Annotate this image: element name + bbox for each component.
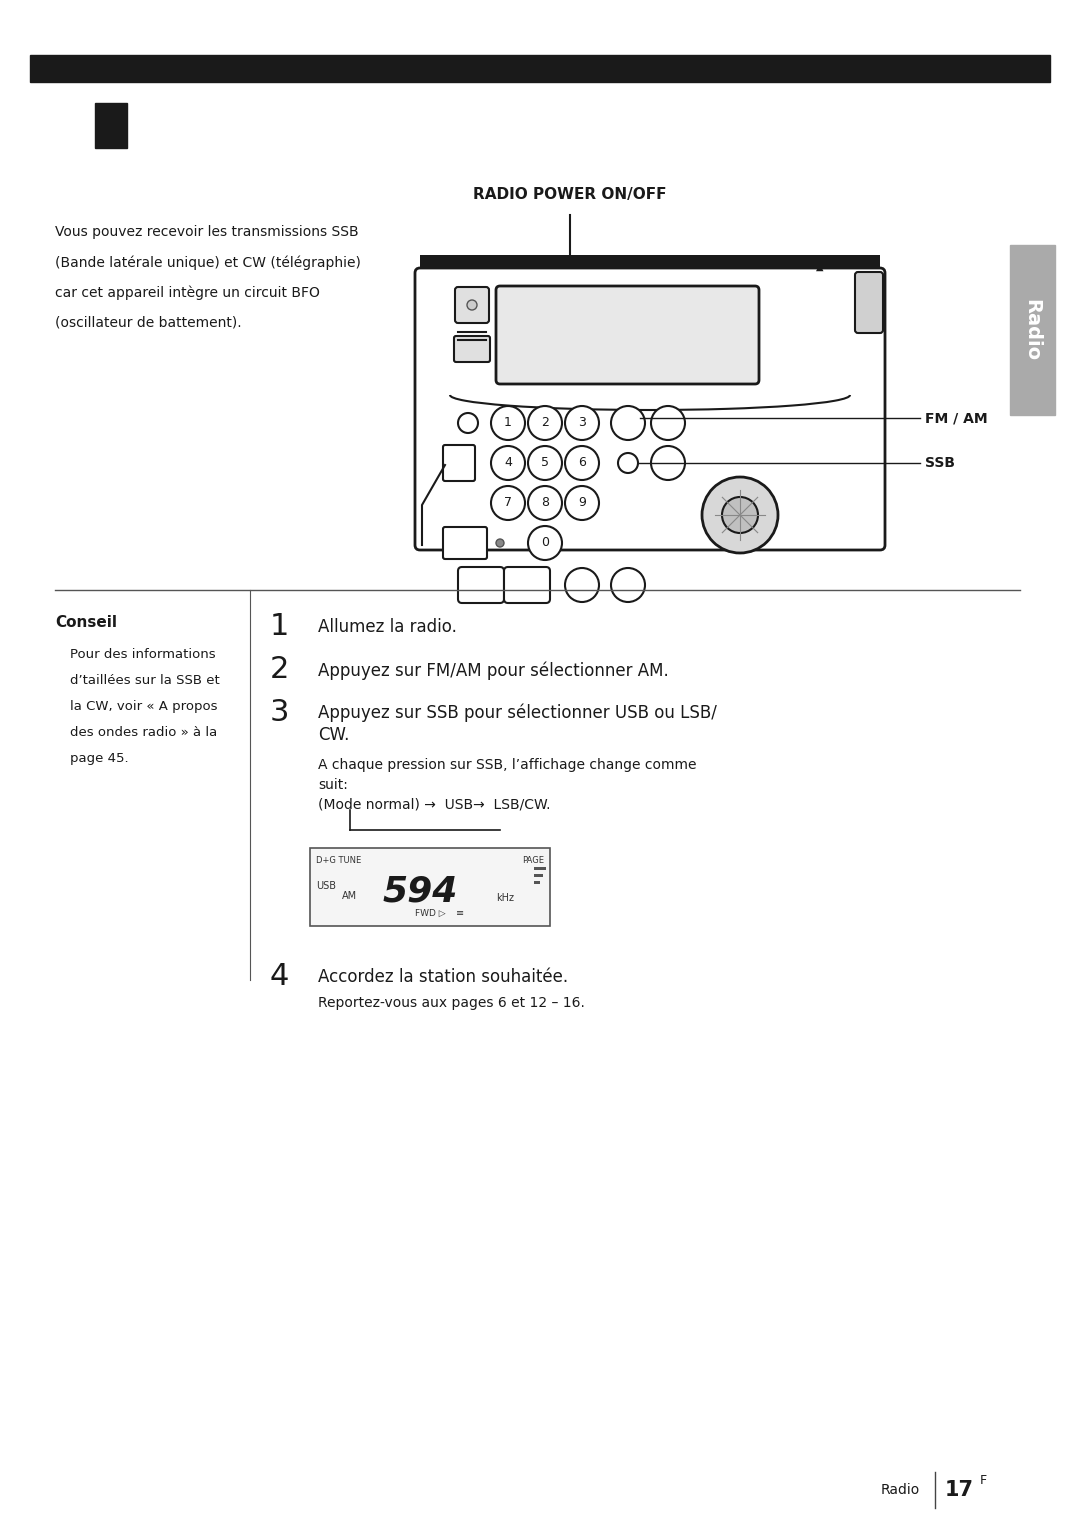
Circle shape [565,486,599,520]
Text: ≡: ≡ [456,908,464,918]
Text: FM / AM: FM / AM [924,411,987,425]
Text: Allumez la radio.: Allumez la radio. [318,618,457,636]
Text: Reportez-vous aux pages 6 et 12 – 16.: Reportez-vous aux pages 6 et 12 – 16. [318,996,585,1010]
Circle shape [565,406,599,440]
Text: 8: 8 [541,497,549,509]
Circle shape [702,477,778,553]
Text: Radio: Radio [1023,299,1041,362]
Circle shape [528,446,562,480]
Bar [420,254,880,273]
Text: FWD ▷: FWD ▷ [415,909,445,917]
Text: RADIO POWER ON/OFF: RADIO POWER ON/OFF [473,187,666,202]
Circle shape [618,452,638,474]
Bar [534,881,540,885]
Text: (oscillateur de battement).: (oscillateur de battement). [55,314,242,330]
Bar [310,848,550,926]
Text: Conseil: Conseil [55,615,117,630]
Text: Accordez la station souhaitée.: Accordez la station souhaitée. [318,967,568,986]
Text: A chaque pression sur SSB, l’affichage change comme: A chaque pression sur SSB, l’affichage c… [318,757,697,773]
Text: 6: 6 [578,457,586,469]
Bar [1010,245,1055,415]
Circle shape [528,486,562,520]
Circle shape [565,569,599,602]
FancyBboxPatch shape [855,271,883,333]
FancyBboxPatch shape [455,287,489,323]
Circle shape [528,406,562,440]
Text: Pour des informations: Pour des informations [70,648,216,661]
Bar [30,55,1050,81]
Circle shape [651,406,685,440]
Text: D+G TUNE: D+G TUNE [316,855,361,865]
Text: 0: 0 [541,537,549,549]
FancyBboxPatch shape [458,567,504,602]
Text: suit:: suit: [318,779,348,793]
Text: 17: 17 [945,1479,974,1499]
Text: 3: 3 [270,698,289,727]
Text: 4: 4 [270,963,289,990]
Text: Appuyez sur FM/AM pour sélectionner AM.: Appuyez sur FM/AM pour sélectionner AM. [318,662,669,681]
Circle shape [611,569,645,602]
Text: la CW, voir « A propos: la CW, voir « A propos [70,701,217,713]
FancyBboxPatch shape [415,268,885,550]
Circle shape [491,406,525,440]
Text: F: F [980,1473,987,1487]
Bar [95,103,127,149]
Text: 1: 1 [504,417,512,429]
Bar [534,868,546,871]
Text: PAGE: PAGE [522,855,544,865]
Text: ▲: ▲ [816,262,824,271]
Text: 5: 5 [541,457,549,469]
Circle shape [496,540,504,547]
FancyBboxPatch shape [496,287,759,383]
Text: Vous pouvez recevoir les transmissions SSB: Vous pouvez recevoir les transmissions S… [55,225,359,239]
Text: car cet appareil intègre un circuit BFO: car cet appareil intègre un circuit BFO [55,285,320,299]
Text: 4: 4 [504,457,512,469]
Text: Appuyez sur SSB pour sélectionner USB ou LSB/: Appuyez sur SSB pour sélectionner USB ou… [318,704,717,722]
Text: page 45.: page 45. [70,753,129,765]
Text: 1: 1 [270,612,289,641]
Text: SSB: SSB [924,455,955,471]
Circle shape [491,446,525,480]
Text: 594: 594 [382,875,458,909]
Circle shape [651,446,685,480]
Circle shape [723,497,758,533]
Text: d’taillées sur la SSB et: d’taillées sur la SSB et [70,675,219,687]
Text: des ondes radio » à la: des ondes radio » à la [70,727,217,739]
FancyBboxPatch shape [504,567,550,602]
Text: AM: AM [342,891,357,901]
Circle shape [611,406,645,440]
Text: 9: 9 [578,497,586,509]
Circle shape [491,486,525,520]
Circle shape [467,300,477,310]
Text: (Bande latérale unique) et CW (télégraphie): (Bande latérale unique) et CW (télégraph… [55,254,361,270]
Text: 2: 2 [541,417,549,429]
Text: 2: 2 [270,655,289,684]
Text: kHz: kHz [496,894,514,903]
Text: Radio: Radio [881,1482,920,1498]
Text: 7: 7 [504,497,512,509]
Circle shape [458,412,478,432]
FancyBboxPatch shape [443,527,487,560]
FancyBboxPatch shape [454,336,490,362]
Bar [534,874,543,877]
Text: USB: USB [316,881,336,891]
FancyBboxPatch shape [443,445,475,481]
Text: (Mode normal) →  USB→  LSB/CW.: (Mode normal) → USB→ LSB/CW. [318,799,551,812]
Circle shape [565,446,599,480]
Text: 3: 3 [578,417,586,429]
Text: CW.: CW. [318,727,349,744]
Circle shape [528,526,562,560]
